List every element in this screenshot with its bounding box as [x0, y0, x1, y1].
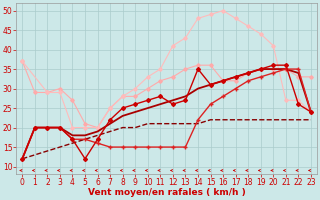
X-axis label: Vent moyen/en rafales ( km/h ): Vent moyen/en rafales ( km/h )	[88, 188, 245, 197]
